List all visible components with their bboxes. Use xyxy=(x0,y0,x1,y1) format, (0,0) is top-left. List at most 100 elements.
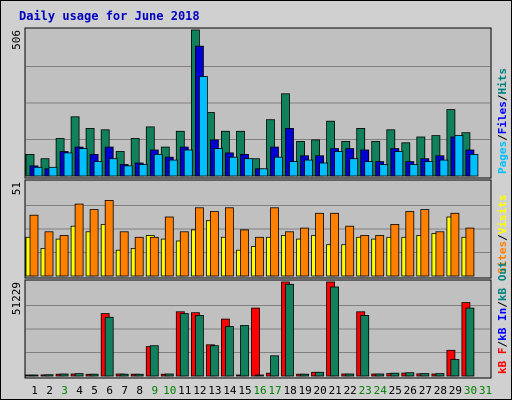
legend-item: Sites xyxy=(496,241,509,274)
bar-kb-out xyxy=(89,373,99,377)
bar-pages xyxy=(78,148,88,177)
bar-pages xyxy=(319,162,329,177)
day-label: 3 xyxy=(61,384,68,397)
bar-sites xyxy=(29,214,39,277)
bar-sites xyxy=(270,207,279,277)
bar-kb-out xyxy=(285,283,294,377)
panel-kbytes-max-label: 51229 xyxy=(10,282,23,315)
bar-pages xyxy=(454,135,464,177)
bar-kb-out xyxy=(300,373,310,377)
bar-sites xyxy=(89,209,99,277)
day-label: 4 xyxy=(76,384,83,397)
bar-kb-out xyxy=(74,373,84,377)
bar-kb-out xyxy=(240,325,249,377)
day-label: 28 xyxy=(434,384,447,397)
bar-pages xyxy=(183,149,193,177)
day-label: 13 xyxy=(208,384,221,397)
day-label: 21 xyxy=(329,384,342,397)
bar-sites xyxy=(435,231,445,277)
bar-sites xyxy=(164,216,174,277)
bar-sites xyxy=(465,227,475,277)
bar-sites xyxy=(149,236,159,277)
bar-pages xyxy=(394,151,404,177)
bar-pages xyxy=(259,168,268,177)
day-label: 18 xyxy=(283,384,296,397)
bar-sites xyxy=(134,236,144,277)
bar-pages xyxy=(244,158,253,177)
bar-pages xyxy=(168,159,178,177)
bar-kb-out xyxy=(149,345,159,377)
bar-kb-out xyxy=(179,313,189,377)
bar-kb-out xyxy=(375,373,385,377)
panel-hits-legend: Pages/Files/Hits xyxy=(496,68,509,174)
bar-pages xyxy=(63,152,73,177)
bar-sites xyxy=(209,211,219,277)
panel-hits: 506 Pages/Files/Hits xyxy=(10,27,509,179)
bar-kb-out xyxy=(270,355,279,377)
bar-kb-out xyxy=(164,373,174,377)
day-label: 9 xyxy=(151,384,158,397)
day-label: 20 xyxy=(313,384,326,397)
day-label: 22 xyxy=(344,384,357,397)
day-label: 15 xyxy=(238,384,251,397)
bar-sites xyxy=(104,199,114,277)
bar-sites xyxy=(255,236,264,277)
panel-kbytes-legend: kB F/kB In/kB Out xyxy=(496,261,509,374)
bar-kb-out xyxy=(119,373,129,377)
day-label: 16 xyxy=(253,384,266,397)
bar-pages xyxy=(93,161,103,177)
bar-kb-out xyxy=(465,307,475,377)
bar-sites xyxy=(74,203,84,277)
day-label: 24 xyxy=(374,384,388,397)
bar-kb-f xyxy=(251,307,260,377)
day-label: 17 xyxy=(268,384,281,397)
day-label: 11 xyxy=(178,384,191,397)
bar-kb-out xyxy=(345,373,355,377)
bar-kb-out xyxy=(405,372,415,377)
day-label: 19 xyxy=(298,384,311,397)
bar-kb-out xyxy=(29,374,39,377)
panel-kbytes: 51229 kB F/kB In/kB Out xyxy=(10,261,509,379)
bar-pages xyxy=(469,153,479,177)
day-label: 12 xyxy=(193,384,206,397)
bar-kb-out xyxy=(420,373,430,377)
bar-kb-out xyxy=(450,359,460,377)
bar-pages xyxy=(409,164,419,177)
bar-sites xyxy=(360,235,370,277)
bar-pages xyxy=(424,161,434,177)
bar-sites xyxy=(119,231,129,277)
bar-sites xyxy=(285,231,294,277)
bar-sites xyxy=(300,227,310,277)
day-label: 2 xyxy=(46,384,53,397)
day-label: 14 xyxy=(223,384,237,397)
bar-pages xyxy=(334,151,344,177)
bar-pages xyxy=(213,148,223,177)
bar-sites xyxy=(345,225,355,277)
panels: 506Pages/Files/Hits51Sites/Visits51229kB… xyxy=(10,27,509,379)
bar-kb-out xyxy=(44,374,54,377)
bar-kb-out xyxy=(315,371,325,377)
bar-kb-out xyxy=(194,314,204,377)
legend-separator: / xyxy=(496,234,509,241)
legend-item: Visits xyxy=(496,195,509,235)
panel-hits-max-label: 506 xyxy=(10,30,23,50)
day-label: 29 xyxy=(449,384,462,397)
day-label: 27 xyxy=(419,384,432,397)
bar-pages xyxy=(364,161,374,177)
legend-item: Files xyxy=(496,101,509,134)
legend-item: Hits xyxy=(496,68,509,95)
bar-pages xyxy=(108,158,118,177)
day-label: 1 xyxy=(31,384,38,397)
day-label: 5 xyxy=(91,384,98,397)
day-label: 25 xyxy=(389,384,402,397)
bar-sites xyxy=(390,223,400,277)
bar-sites xyxy=(224,207,234,277)
legend-item: kB F xyxy=(496,348,509,375)
bar-kb-out xyxy=(255,374,264,377)
bar-pages xyxy=(228,156,238,177)
bar-kb-out xyxy=(360,314,370,377)
day-label: 26 xyxy=(404,384,417,397)
bar-kb-out xyxy=(224,326,234,377)
day-label: 30 xyxy=(464,384,477,397)
bar-sites xyxy=(59,235,69,277)
